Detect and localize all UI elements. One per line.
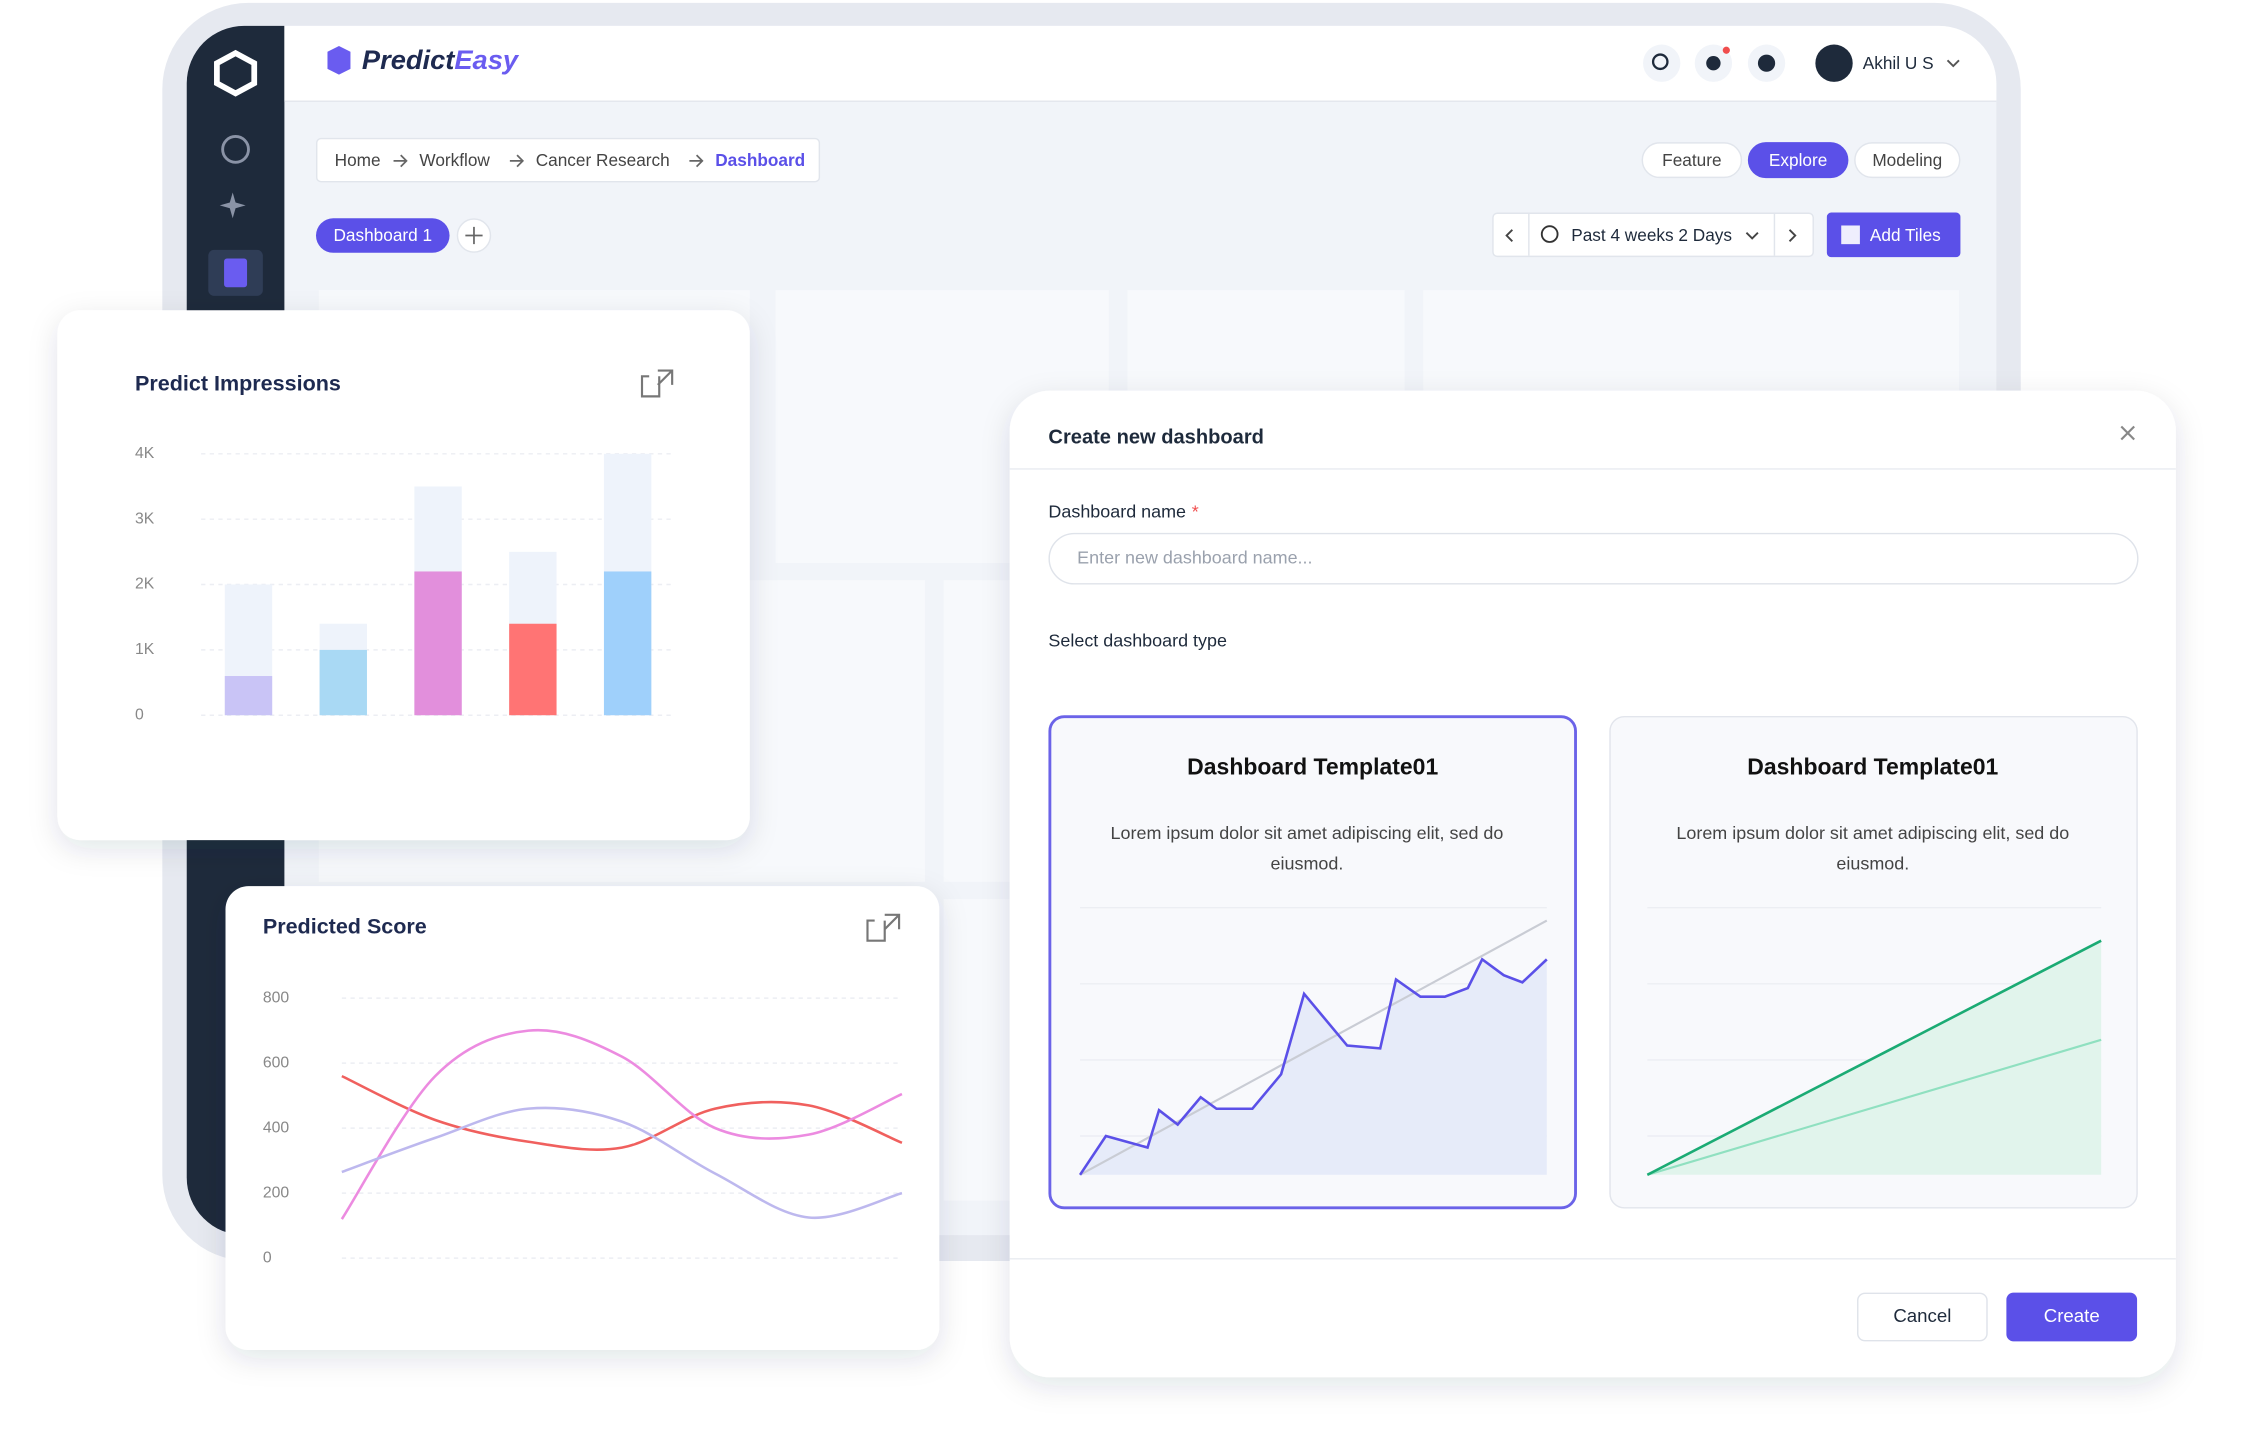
template-description: eiusmod. [1271,853,1344,873]
tiles-icon [1841,225,1860,245]
logo-accent: Easy [454,44,520,75]
sidebar-logo [214,49,258,97]
tab-label[interactable]: Modeling [1872,150,1942,170]
template-description: Lorem ipsum dolor sit amet adipiscing el… [1111,823,1504,843]
logo-mark [327,45,351,75]
dashboard-tab-label[interactable]: Dashboard 1 [333,225,432,245]
chat-badge [1722,46,1730,54]
logo-main: Predict [362,44,456,75]
chat-icon [1706,56,1721,71]
template-title[interactable]: Dashboard Template01 [1187,753,1438,779]
template-description: Lorem ipsum dolor sit amet adipiscing el… [1676,823,2069,843]
add-tiles-label[interactable]: Add Tiles [1870,225,1941,245]
create-label[interactable]: Create [2044,1305,2100,1326]
expand-icon[interactable] [640,369,674,398]
dashboard-tab[interactable] [315,218,450,253]
line [341,1074,903,1151]
field-label: Dashboard name * [1048,501,1198,521]
template-description: eiusmod. [1836,853,1909,873]
chart-title: Predict Impressions [135,372,341,396]
user-name[interactable]: Akhil U S [1863,53,1934,73]
line-chart: 0 200 400 600 800 [263,989,903,1266]
search-button[interactable] [1643,44,1681,82]
breadcrumbs: Home Workflow Cancer Research Dashboard [335,150,806,170]
bar-chart: 0 1K 2K 3K 4K [135,445,676,723]
breadcrumb-bar [315,137,821,183]
logo: PredictEasy [362,44,520,75]
breadcrumb[interactable]: Home [335,150,381,170]
y-tick-label: 400 [263,1119,290,1136]
y-tick-label: 0 [135,706,144,723]
search-icon [1651,53,1669,71]
tab-label[interactable]: Explore [1769,150,1827,170]
y-tick-label: 200 [263,1184,290,1201]
bar [414,571,462,716]
line [340,1028,903,1220]
modal-title: Create new dashboard [1048,426,1264,448]
y-tick-label: 1K [135,641,155,658]
y-tick-label: 0 [263,1249,272,1266]
field-label-text: Dashboard name [1048,501,1186,521]
add-tab-icon [465,226,483,245]
close-button[interactable] [2120,425,2135,441]
breadcrumb[interactable]: Workflow [419,150,490,170]
bar [319,649,367,716]
name-input[interactable] [1048,532,2139,585]
y-tick-label: 800 [263,989,290,1006]
tab[interactable] [1641,142,1743,179]
tab[interactable] [1747,142,1849,179]
bar [509,623,557,716]
input-placeholder[interactable]: Enter new dashboard name... [1077,547,1312,567]
preview-line [1078,957,1548,1176]
breadcrumb-arrow [393,154,408,168]
expand-icon[interactable] [866,913,901,942]
nav-icon[interactable] [221,135,250,164]
tile-placeholder [1127,290,1405,391]
type-label: Select dashboard type [1048,631,1227,651]
avatar[interactable] [1815,44,1853,82]
clock-icon [1540,225,1559,243]
add-tiles-button[interactable] [1826,212,1961,258]
y-tick-label: 3K [135,510,155,527]
date-arrows [1505,229,1797,242]
nav-icon [224,258,248,288]
bar [224,676,273,716]
tabs: Feature Explore Modeling [1641,142,1961,179]
y-tick-label: 2K [135,576,155,593]
required-mark: * [1192,501,1199,521]
nav-icon[interactable] [219,192,246,219]
preview-line [1647,1038,2102,1176]
breadcrumb[interactable]: Cancer Research [536,150,670,170]
header [284,25,1997,101]
preview-trend [1079,919,1548,1176]
chart-title: Predicted Score [263,914,427,938]
bar [603,571,652,716]
user-caret [1946,59,1960,68]
cancel-button[interactable] [1857,1292,1988,1342]
date-picker[interactable] [1492,212,1814,258]
tab-label[interactable]: Feature [1662,150,1721,170]
tile-placeholder [1423,290,1959,391]
create-button[interactable] [2006,1292,2138,1342]
breadcrumb-arrow [509,154,525,168]
y-tick-label: 600 [263,1054,290,1071]
template-title[interactable]: Dashboard Template01 [1747,753,1998,779]
y-tick-label: 4K [135,445,155,462]
cancel-label[interactable]: Cancel [1893,1305,1951,1326]
preview-line [1646,939,2102,1176]
templates: Dashboard Template01 Lorem ipsum dolor si… [1111,753,2070,873]
breadcrumb-arrow [689,154,704,168]
breadcrumb[interactable]: Dashboard [715,150,805,170]
score-card [225,886,940,1351]
tab[interactable] [1854,142,1961,179]
line [341,1106,903,1219]
date-range[interactable]: Past 4 weeks 2 Days [1571,225,1732,245]
alert-icon [1757,54,1776,72]
preview-area [1080,959,1547,1175]
